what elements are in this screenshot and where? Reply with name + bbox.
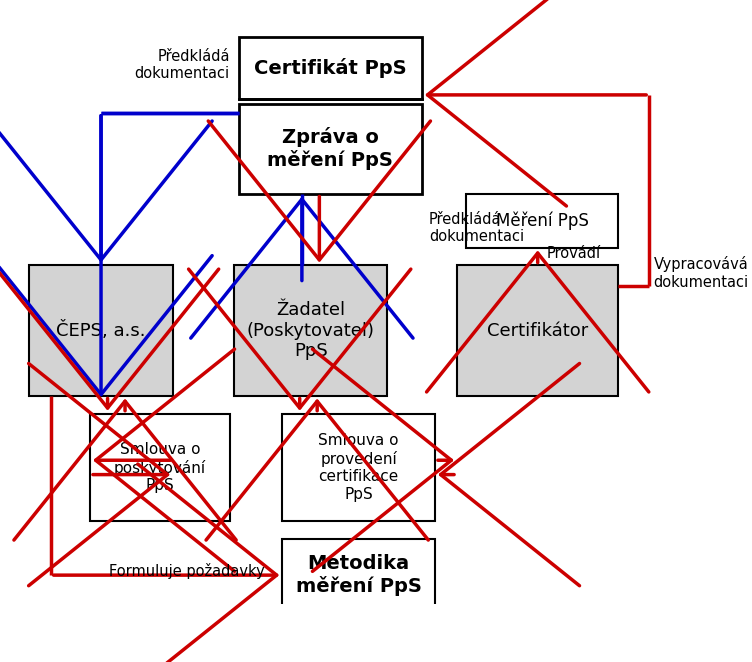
Bar bbox=[29, 265, 173, 396]
Text: Vypracovává
dokumentaci: Vypracovává dokumentaci bbox=[653, 256, 748, 290]
Bar bbox=[90, 414, 230, 521]
Text: Provádí: Provádí bbox=[547, 246, 601, 261]
Bar bbox=[465, 194, 618, 248]
Text: Předkládá
dokumentaci: Předkládá dokumentaci bbox=[429, 212, 524, 244]
Bar bbox=[457, 265, 618, 396]
Text: Žadatel
(Poskytovatel)
PpS: Žadatel (Poskytovatel) PpS bbox=[247, 301, 374, 360]
Bar bbox=[282, 540, 435, 611]
Text: Zpráva o
měření PpS: Zpráva o měření PpS bbox=[268, 127, 393, 170]
Text: ČEPS, a.s.: ČEPS, a.s. bbox=[56, 321, 146, 340]
Bar bbox=[282, 414, 435, 521]
Text: Smlouva o
provedení
certifikace
PpS: Smlouva o provedení certifikace PpS bbox=[318, 433, 399, 502]
Bar bbox=[238, 104, 422, 194]
Text: Certifikátor: Certifikátor bbox=[487, 322, 588, 340]
Text: Metodika
měření PpS: Metodika měření PpS bbox=[296, 554, 422, 596]
Text: Formuluje požadavky: Formuluje požadavky bbox=[109, 563, 265, 579]
Bar bbox=[234, 265, 387, 396]
Text: Certifikát PpS: Certifikát PpS bbox=[254, 58, 407, 78]
Text: Smlouva o
poskytování
PpS: Smlouva o poskytování PpS bbox=[114, 442, 206, 493]
Text: Měření PpS: Měření PpS bbox=[496, 211, 589, 230]
Bar bbox=[238, 36, 422, 99]
Text: Předkládá
dokumentaci: Předkládá dokumentaci bbox=[135, 49, 230, 81]
